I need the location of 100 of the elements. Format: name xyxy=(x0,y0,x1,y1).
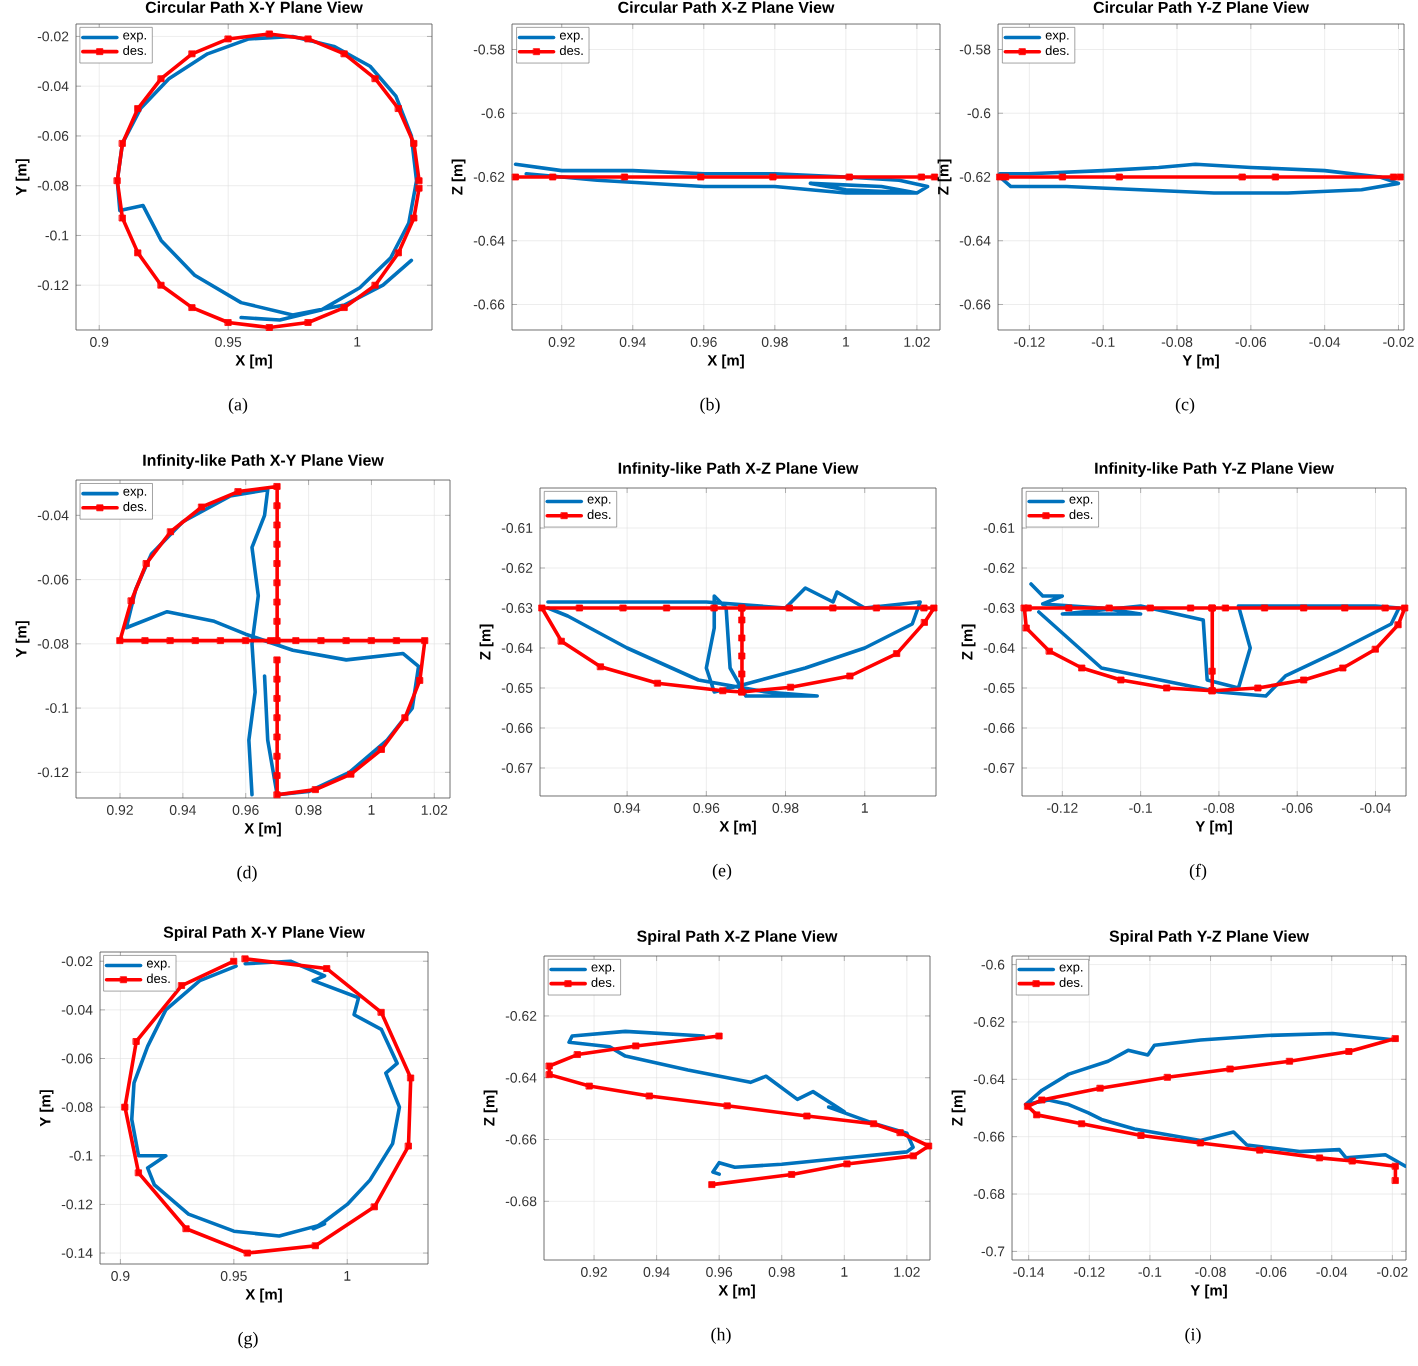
point xyxy=(1208,667,1216,675)
point xyxy=(708,1181,716,1189)
point xyxy=(1105,604,1113,612)
point xyxy=(134,249,142,257)
point xyxy=(157,75,165,83)
point xyxy=(143,560,150,567)
point xyxy=(224,319,232,326)
point xyxy=(132,1038,140,1045)
point xyxy=(342,637,350,644)
point xyxy=(1394,621,1402,629)
point xyxy=(198,503,206,511)
text: (g) xyxy=(238,1331,258,1349)
point xyxy=(738,670,746,678)
point xyxy=(1046,647,1053,655)
point xyxy=(1222,604,1229,612)
point xyxy=(273,617,281,625)
point xyxy=(266,324,273,331)
point xyxy=(371,1203,378,1211)
point xyxy=(178,982,186,989)
point xyxy=(141,637,149,644)
point xyxy=(715,1032,723,1040)
point xyxy=(188,304,196,311)
point xyxy=(182,1225,190,1233)
point xyxy=(273,791,281,799)
text: (i) xyxy=(1185,1327,1201,1345)
point xyxy=(244,1249,251,1257)
point xyxy=(273,695,281,702)
point xyxy=(1261,604,1269,612)
point xyxy=(1038,1096,1046,1104)
point xyxy=(119,140,126,147)
point xyxy=(1022,624,1030,632)
line-series xyxy=(567,1029,915,1176)
point xyxy=(266,30,273,38)
text: (b) xyxy=(700,397,720,415)
point xyxy=(405,1142,412,1150)
point xyxy=(395,105,402,112)
point xyxy=(217,637,224,644)
point xyxy=(421,637,429,644)
point xyxy=(1339,664,1347,672)
point xyxy=(401,714,409,722)
point xyxy=(1024,1102,1032,1110)
point xyxy=(230,957,238,965)
point xyxy=(930,604,938,612)
point xyxy=(870,1120,878,1128)
point xyxy=(1065,604,1073,612)
point xyxy=(921,619,928,626)
point xyxy=(1316,1154,1324,1162)
point xyxy=(416,677,424,684)
point xyxy=(368,637,375,644)
point xyxy=(632,1042,640,1050)
point xyxy=(1392,1162,1399,1170)
point xyxy=(241,955,249,963)
point xyxy=(738,652,746,660)
point xyxy=(273,637,281,644)
point xyxy=(312,786,319,794)
point xyxy=(846,672,854,680)
point xyxy=(1392,1177,1399,1184)
point xyxy=(273,733,281,741)
point xyxy=(843,1160,851,1168)
point xyxy=(273,502,281,510)
point xyxy=(558,637,565,645)
point xyxy=(273,598,281,606)
point xyxy=(134,105,142,112)
point xyxy=(371,75,379,83)
point xyxy=(119,214,126,222)
point xyxy=(1348,1157,1356,1165)
point xyxy=(597,663,604,671)
point xyxy=(1341,604,1349,612)
point xyxy=(188,50,196,58)
point xyxy=(710,604,718,612)
text: (c) xyxy=(1175,397,1195,415)
point xyxy=(619,604,627,612)
point xyxy=(1078,664,1086,672)
point xyxy=(538,604,546,612)
point xyxy=(663,604,671,612)
point xyxy=(893,650,901,657)
point xyxy=(788,1171,796,1178)
point xyxy=(166,637,174,644)
text: (e) xyxy=(712,863,732,881)
text: (d) xyxy=(237,865,257,883)
point xyxy=(377,1008,385,1016)
point xyxy=(1164,1073,1171,1081)
point xyxy=(273,560,281,567)
point xyxy=(224,35,232,43)
point xyxy=(323,965,331,972)
point xyxy=(545,1062,553,1070)
point xyxy=(925,1142,933,1150)
point xyxy=(121,1103,129,1111)
point xyxy=(920,604,928,612)
text: (f) xyxy=(1189,863,1207,881)
point xyxy=(574,1051,581,1058)
point xyxy=(1401,604,1409,612)
point xyxy=(273,675,281,683)
point xyxy=(340,304,348,311)
point xyxy=(786,604,793,612)
point xyxy=(1117,676,1125,684)
point xyxy=(407,1074,415,1082)
point xyxy=(646,1092,653,1100)
point xyxy=(317,637,325,644)
point xyxy=(1254,684,1262,692)
